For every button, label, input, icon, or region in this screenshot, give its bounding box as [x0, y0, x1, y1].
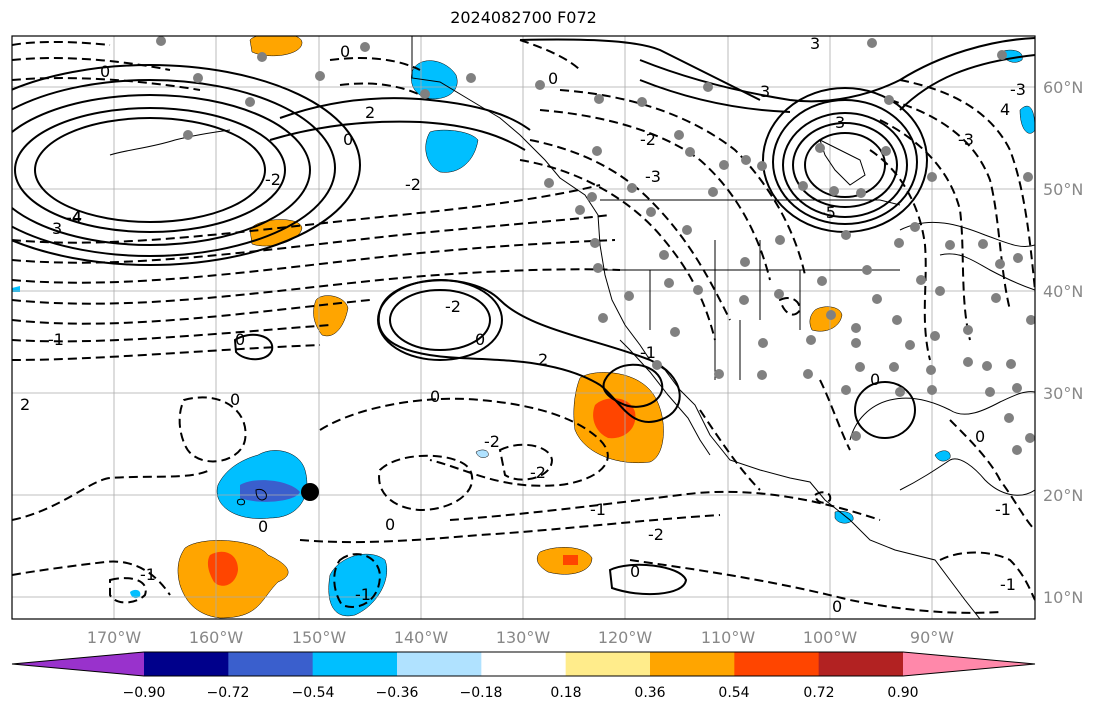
location-marker: [301, 483, 319, 501]
colorbar-cell: [818, 652, 904, 676]
contour-label: -1: [355, 585, 371, 604]
contour-label: 0: [340, 42, 350, 61]
map-frame: [11, 35, 1036, 620]
contour-label: -3: [645, 167, 661, 186]
longitude-label: 110°W: [701, 628, 756, 647]
latitude-label: 40°N: [1043, 282, 1083, 301]
contour-label: -2: [640, 130, 656, 149]
contour-label: 0: [385, 515, 395, 534]
longitude-label: 140°W: [394, 628, 449, 647]
contour-label: 2: [20, 395, 30, 414]
contour-label: -4: [66, 208, 82, 227]
colorbar: −0.90 −0.72 −0.54 −0.36 −0.18 0.18 0.36 …: [11, 651, 1036, 701]
contour-label: -3: [958, 130, 974, 149]
contour-label: 2: [538, 350, 548, 369]
colorbar-tick-label: 0.54: [718, 685, 749, 701]
contour-label: 2: [365, 103, 375, 122]
contour-label: -2: [265, 170, 281, 189]
contour-label: 0: [230, 390, 240, 409]
contour-label: -1: [640, 343, 656, 362]
colorbar-cell: [228, 652, 314, 676]
colorbar-cell: [144, 652, 229, 676]
contour-label-group: 0 2 -4 0 3 4 0 -2 -2 0 -3 3 -3 3 3 -1 -2…: [20, 34, 1026, 616]
colorbar-tick-label: −0.54: [292, 685, 335, 701]
contour-label: 0: [235, 330, 245, 349]
colorbar-tick-label: 0.36: [634, 685, 665, 701]
station-dots: [156, 36, 1035, 455]
contour-label: 0: [832, 597, 842, 616]
contour-label: 0: [258, 517, 268, 536]
contour-label: 3: [760, 82, 770, 101]
contour-label: 0: [430, 387, 440, 406]
colorbar-tick-label: 0.90: [887, 685, 918, 701]
contour-label: -1: [995, 500, 1011, 519]
contour-label: 4: [72, 207, 82, 226]
colorbar-ticks: −0.90 −0.72 −0.54 −0.36 −0.18 0.18 0.36 …: [123, 685, 919, 701]
colorbar-cell: [565, 652, 651, 676]
colorbar-cells: [144, 652, 904, 676]
longitude-label: 100°W: [803, 628, 858, 647]
longitude-label: 130°W: [496, 628, 551, 647]
contour-label: -2: [445, 297, 461, 316]
colorbar-high-extension: [903, 652, 1035, 676]
latitude-label: 20°N: [1043, 486, 1083, 505]
contour-label: 0: [870, 370, 880, 389]
colorbar-cell: [650, 652, 735, 676]
colorbar-tick-label: −0.90: [123, 685, 166, 701]
longitude-label: 120°W: [598, 628, 653, 647]
contour-label: -1: [140, 565, 156, 584]
contour-label: 0: [475, 330, 485, 349]
latitude-label: 50°N: [1043, 180, 1083, 199]
contour-label: 0: [548, 69, 558, 88]
contour-label: 0: [630, 562, 640, 581]
contour-label: 4: [1000, 100, 1010, 119]
colorbar-cell: [734, 652, 820, 676]
contour-label: -1: [48, 330, 64, 349]
colorbar-tick-label: −0.72: [207, 685, 250, 701]
longitude-label: 170°W: [87, 628, 142, 647]
contour-label: -3: [1010, 80, 1026, 99]
negative-contours: [12, 39, 1035, 614]
colorbar-cell: [312, 652, 398, 676]
colorbar-tick-label: −0.36: [376, 685, 419, 701]
colorbar-cell: [481, 652, 567, 676]
latitude-label: 10°N: [1043, 588, 1083, 607]
contour-label: 3: [52, 219, 62, 238]
contour-label: 3: [835, 113, 845, 132]
colorbar-low-extension: [12, 652, 144, 676]
contour-label: 0: [975, 427, 985, 446]
contour-label: 3: [810, 34, 820, 53]
latitude-label: 30°N: [1043, 384, 1083, 403]
contour-label: 0: [100, 62, 110, 81]
latitude-axis-labels: 60°N 50°N 40°N 30°N 20°N 10°N: [1043, 78, 1083, 607]
contour-label: -1: [590, 500, 606, 519]
contour-label: -2: [648, 525, 664, 544]
contour-label: -2: [405, 175, 421, 194]
colorbar-tick-label: −0.18: [460, 685, 503, 701]
contour-label: -5: [820, 203, 836, 222]
map-title: 2024082700 F072: [450, 8, 597, 27]
colorbar-tick-label: 0.18: [550, 685, 581, 701]
longitude-label: 150°W: [292, 628, 347, 647]
colorbar-cell: [397, 652, 482, 676]
contour-label: 0: [343, 130, 353, 149]
longitude-axis-labels: 170°W 160°W 150°W 140°W 130°W 120°W 110°…: [87, 628, 954, 647]
map-content: 0 2 -4 0 3 4 0 -2 -2 0 -3 3 -3 3 3 -1 -2…: [12, 34, 1035, 619]
contour-label: -2: [484, 432, 500, 451]
grid-lines: [12, 36, 1035, 619]
longitude-label: 90°W: [910, 628, 954, 647]
latitude-label: 60°N: [1043, 78, 1083, 97]
colorbar-tick-label: 0.72: [803, 685, 834, 701]
longitude-label: 160°W: [189, 628, 244, 647]
contour-label: -2: [530, 463, 546, 482]
contour-label: -1: [1000, 575, 1016, 594]
colorbar-outline: [11, 651, 1036, 677]
